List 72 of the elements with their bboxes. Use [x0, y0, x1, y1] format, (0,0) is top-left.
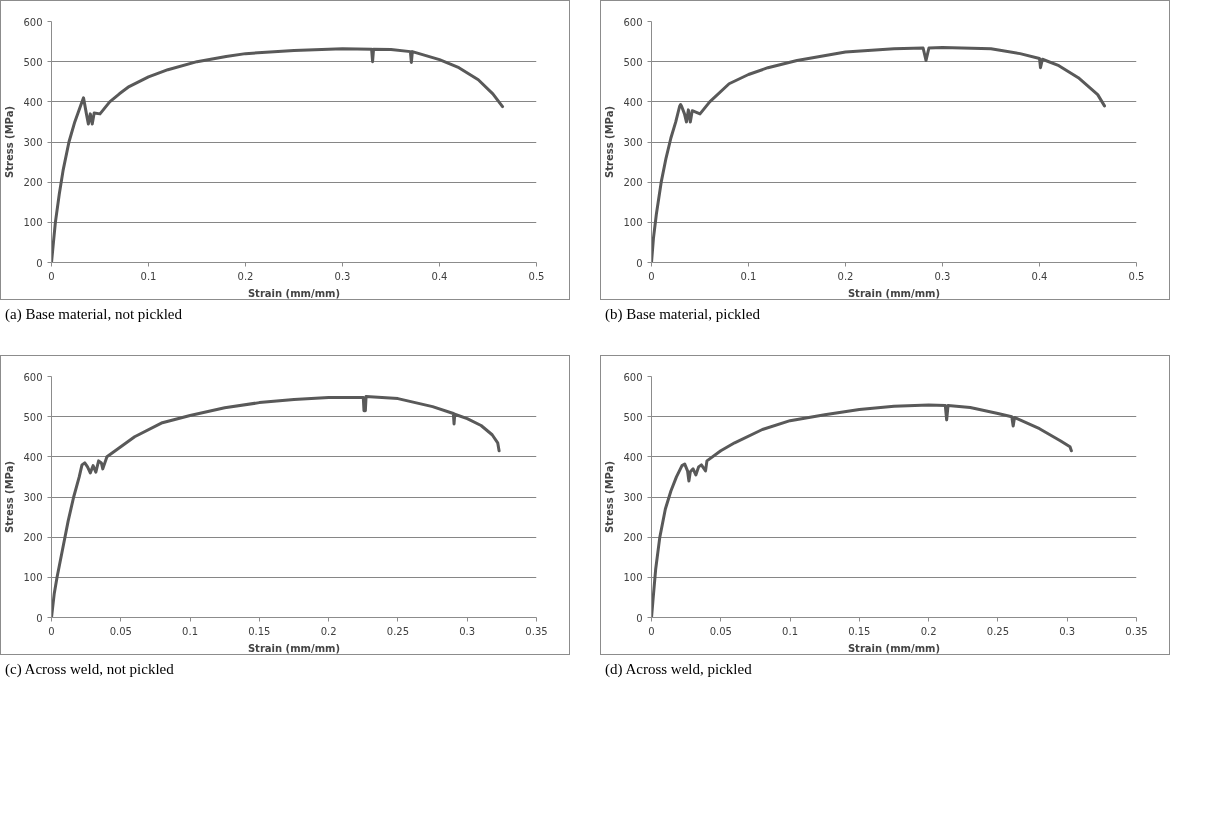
- x-tick-label: 0.3: [1059, 625, 1076, 637]
- x-tick-label: 0.05: [709, 625, 732, 637]
- y-axis-title: Stress (MPa): [604, 106, 616, 178]
- y-tick-label: 100: [23, 572, 43, 584]
- x-tick-label: 0: [648, 270, 655, 282]
- y-tick-label: 100: [23, 217, 43, 229]
- x-tick-label: 0.2: [920, 625, 937, 637]
- x-tick-label: 0.35: [525, 625, 548, 637]
- x-tick-label: 0.3: [334, 270, 351, 282]
- x-tick-label: 0.35: [1125, 625, 1148, 637]
- text: (d) Across weld, pickled: [605, 660, 752, 680]
- text: (c) Across weld, not pickled: [5, 660, 174, 680]
- y-tick-label: 0: [36, 257, 43, 269]
- x-tick-label: 0.2: [237, 270, 254, 282]
- x-tick-label: 0.25: [386, 625, 410, 637]
- y-tick-label: 500: [623, 56, 643, 68]
- x-tick-label: 0.4: [1031, 270, 1048, 282]
- x-tick-label: 0.3: [459, 625, 476, 637]
- y-tick-label: 0: [636, 612, 643, 624]
- x-tick-label: 0.1: [182, 625, 199, 637]
- y-tick-label: 500: [623, 412, 643, 424]
- x-tick-label: 0.05: [109, 625, 132, 637]
- x-tick-label: 0.2: [320, 625, 337, 637]
- x-tick-label: 0.5: [1128, 270, 1145, 282]
- x-tick-label: 0.1: [140, 270, 157, 282]
- x-tick-label: 0.2: [837, 270, 854, 282]
- y-tick-label: 500: [23, 412, 43, 424]
- y-tick-label: 600: [623, 16, 643, 28]
- y-tick-label: 600: [623, 371, 643, 383]
- y-tick-label: 100: [623, 217, 643, 229]
- x-tick-label: 0.15: [248, 625, 271, 637]
- x-tick-label: 0.25: [986, 625, 1010, 637]
- y-axis-title: Stress (MPa): [604, 461, 616, 534]
- x-axis-title: Strain (mm/mm): [847, 287, 941, 299]
- text: (b) Base material, pickled: [605, 305, 760, 324]
- y-tick-label: 300: [23, 492, 43, 504]
- y-tick-label: 200: [623, 532, 643, 544]
- x-tick-label: 0: [648, 625, 655, 637]
- y-tick-label: 400: [23, 452, 43, 464]
- y-tick-label: 600: [23, 16, 43, 28]
- line-series: [651, 403, 1073, 618]
- y-tick-label: 300: [23, 137, 43, 148]
- y-tick-label: 400: [23, 96, 43, 108]
- x-axis-title: Strain (mm/mm): [247, 287, 341, 299]
- x-tick-label: 0.5: [528, 270, 545, 282]
- y-axis-title: Stress (MPa): [4, 106, 16, 178]
- y-tick-label: 100: [623, 572, 643, 584]
- y-tick-label: 0: [36, 612, 43, 624]
- text: (a) Base material, not pickled: [5, 305, 183, 324]
- y-tick-label: 200: [623, 177, 643, 189]
- x-axis-title: Strain (mm/mm): [847, 642, 941, 654]
- x-tick-label: 0: [48, 625, 55, 637]
- x-tick-label: 0.4: [431, 270, 448, 282]
- y-tick-label: 400: [623, 452, 643, 464]
- y-tick-label: 200: [23, 177, 43, 189]
- y-axis-title: Stress (MPa): [4, 461, 16, 534]
- x-tick-label: 0.3: [934, 270, 951, 282]
- y-tick-label: 200: [23, 532, 43, 544]
- y-tick-label: 300: [623, 137, 643, 148]
- x-axis-title: Strain (mm/mm): [247, 642, 341, 654]
- y-tick-label: 500: [23, 56, 43, 68]
- line-series: [51, 47, 505, 263]
- line-series: [651, 46, 1106, 263]
- x-tick-label: 0: [48, 270, 55, 282]
- y-tick-label: 300: [623, 492, 643, 504]
- y-tick-label: 600: [23, 371, 43, 383]
- y-tick-label: 0: [636, 257, 643, 269]
- x-tick-label: 0.1: [740, 270, 757, 282]
- line-series: [51, 395, 501, 618]
- x-tick-label: 0.15: [848, 625, 871, 637]
- y-tick-label: 400: [623, 96, 643, 108]
- x-tick-label: 0.1: [782, 625, 799, 637]
